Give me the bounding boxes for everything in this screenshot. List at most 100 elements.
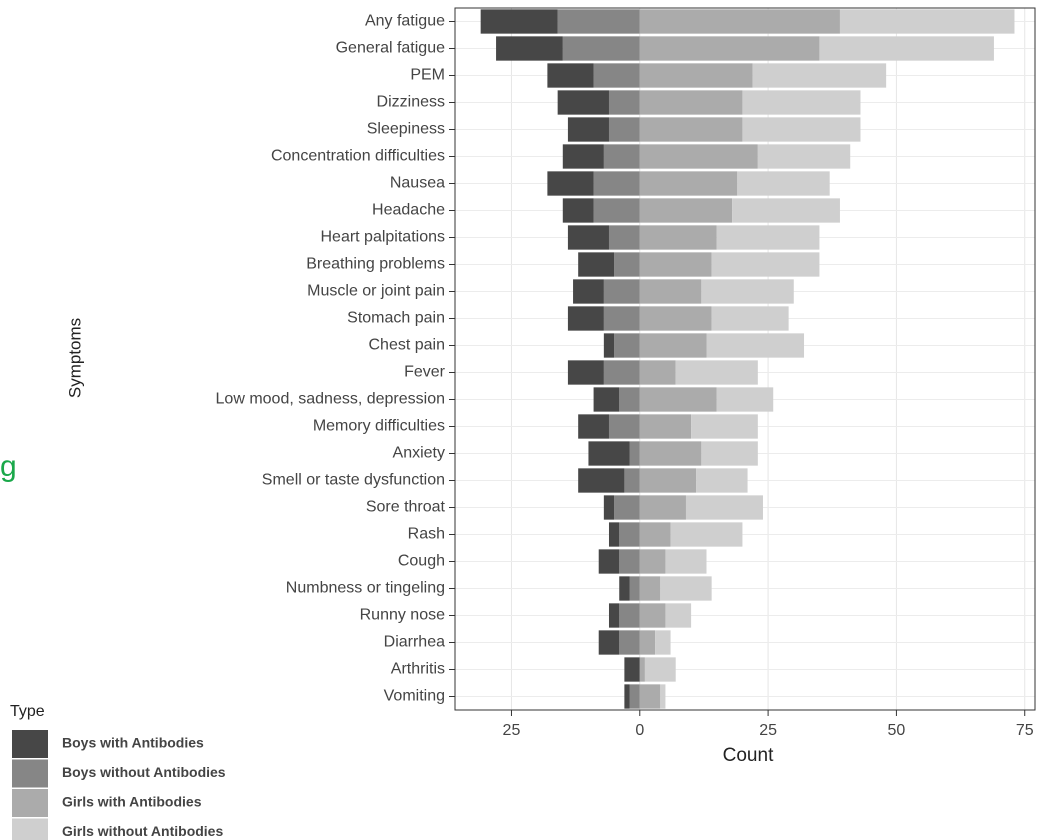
bar-segment bbox=[675, 360, 758, 385]
bar-segment bbox=[639, 306, 712, 331]
bar-segment bbox=[639, 333, 707, 358]
y-tick-label: Diarrhea bbox=[384, 634, 445, 651]
bar-segment bbox=[639, 441, 702, 466]
bar-segment bbox=[752, 63, 887, 88]
bar-segment bbox=[696, 468, 748, 493]
x-axis-label: Count bbox=[723, 745, 774, 766]
bar-segment bbox=[578, 252, 615, 277]
bar-segment bbox=[737, 171, 830, 196]
bar-segment bbox=[639, 468, 697, 493]
bar-segment bbox=[603, 360, 640, 385]
bar-segment bbox=[639, 414, 692, 439]
bar-segment bbox=[608, 90, 640, 115]
bar-segment bbox=[567, 225, 609, 250]
annotation: g bbox=[0, 450, 17, 483]
bar-segment bbox=[624, 657, 640, 682]
bar-segment bbox=[639, 117, 743, 142]
bar-segment bbox=[496, 36, 563, 61]
y-tick-label: General fatigue bbox=[336, 40, 446, 57]
bar-segment bbox=[598, 630, 620, 655]
x-tick-label: 25 bbox=[503, 722, 521, 739]
bar-segment bbox=[639, 36, 820, 61]
bar-segment bbox=[716, 225, 820, 250]
bar-segment bbox=[624, 684, 630, 709]
bar-segment bbox=[644, 657, 676, 682]
y-tick-label: Memory difficulties bbox=[313, 418, 445, 435]
bar-segment bbox=[603, 495, 615, 520]
y-tick-label: Sleepiness bbox=[367, 121, 445, 138]
bar-segment bbox=[619, 387, 640, 412]
bar-segment bbox=[639, 252, 712, 277]
y-axis-label: Symptoms bbox=[65, 318, 84, 398]
y-tick-label: Runny nose bbox=[360, 607, 445, 624]
y-tick-label: Low mood, sadness, depression bbox=[216, 391, 445, 408]
bar-segment bbox=[639, 225, 717, 250]
plot-border bbox=[454, 7, 1036, 711]
bar-segment bbox=[619, 549, 640, 574]
x-tick-label: 75 bbox=[1016, 722, 1034, 739]
bar-segment bbox=[639, 495, 686, 520]
bar-segment bbox=[639, 522, 671, 547]
legend-title: Type bbox=[10, 703, 45, 720]
legend-swatch bbox=[12, 730, 48, 758]
bar-segment bbox=[629, 441, 640, 466]
bar-segment bbox=[547, 171, 594, 196]
bar-segment bbox=[608, 414, 640, 439]
bar-segment bbox=[706, 333, 805, 358]
bar-segment bbox=[655, 630, 671, 655]
y-tick-label: Smell or taste dysfunction bbox=[262, 472, 445, 489]
y-tick-label: Numbness or tingeling bbox=[286, 580, 445, 597]
bar-segment bbox=[608, 117, 640, 142]
bar-segment bbox=[732, 198, 840, 223]
x-tick-label: 0 bbox=[635, 722, 644, 739]
bar-segment bbox=[557, 9, 640, 34]
bar-segment bbox=[839, 9, 1015, 34]
bar-segment bbox=[619, 603, 640, 628]
y-tick-label: Anxiety bbox=[393, 445, 445, 462]
bar-segment bbox=[665, 603, 692, 628]
bar-segment bbox=[819, 36, 994, 61]
y-tick-label: Stomach pain bbox=[347, 310, 445, 327]
bar-segment bbox=[639, 684, 661, 709]
bar-segment bbox=[711, 252, 820, 277]
bar-segment bbox=[639, 360, 676, 385]
bar-segment bbox=[603, 306, 640, 331]
bar-segment bbox=[573, 279, 604, 304]
bar-segment bbox=[614, 333, 640, 358]
bar-segment bbox=[562, 36, 640, 61]
bar-segment bbox=[716, 387, 774, 412]
bar-segment bbox=[593, 387, 620, 412]
bar-segment bbox=[660, 576, 712, 601]
bar-segment bbox=[629, 684, 640, 709]
bar-segment bbox=[608, 225, 640, 250]
y-tick-label: Concentration difficulties bbox=[271, 148, 445, 165]
bar-segment bbox=[608, 603, 620, 628]
bar-segment bbox=[562, 198, 594, 223]
bar-segment bbox=[639, 63, 753, 88]
bar-segment bbox=[711, 306, 789, 331]
y-tick-label: PEM bbox=[410, 67, 445, 84]
legend-swatch bbox=[12, 759, 48, 788]
bar-segment bbox=[701, 441, 758, 466]
x-tick-label: 25 bbox=[759, 722, 777, 739]
bar-segment bbox=[639, 198, 733, 223]
y-tick-label: Muscle or joint pain bbox=[307, 283, 445, 300]
bar-segment bbox=[639, 657, 645, 682]
bar-segment bbox=[562, 144, 604, 169]
bar-segment bbox=[614, 495, 640, 520]
bar-segment bbox=[598, 549, 620, 574]
legend-label: Boys without Antibodies bbox=[62, 764, 226, 780]
bar-segment bbox=[639, 171, 738, 196]
bar-segment bbox=[619, 630, 640, 655]
y-tick-label: Breathing problems bbox=[306, 256, 445, 273]
bar-segment bbox=[639, 387, 717, 412]
y-tick-label: Chest pain bbox=[369, 337, 446, 354]
bar-segment bbox=[619, 576, 630, 601]
y-tick-label: Nausea bbox=[390, 175, 445, 192]
bar-segment bbox=[660, 684, 666, 709]
y-tick-label: Dizziness bbox=[377, 94, 445, 111]
legend-swatch bbox=[12, 789, 48, 817]
bar-segment bbox=[639, 630, 656, 655]
